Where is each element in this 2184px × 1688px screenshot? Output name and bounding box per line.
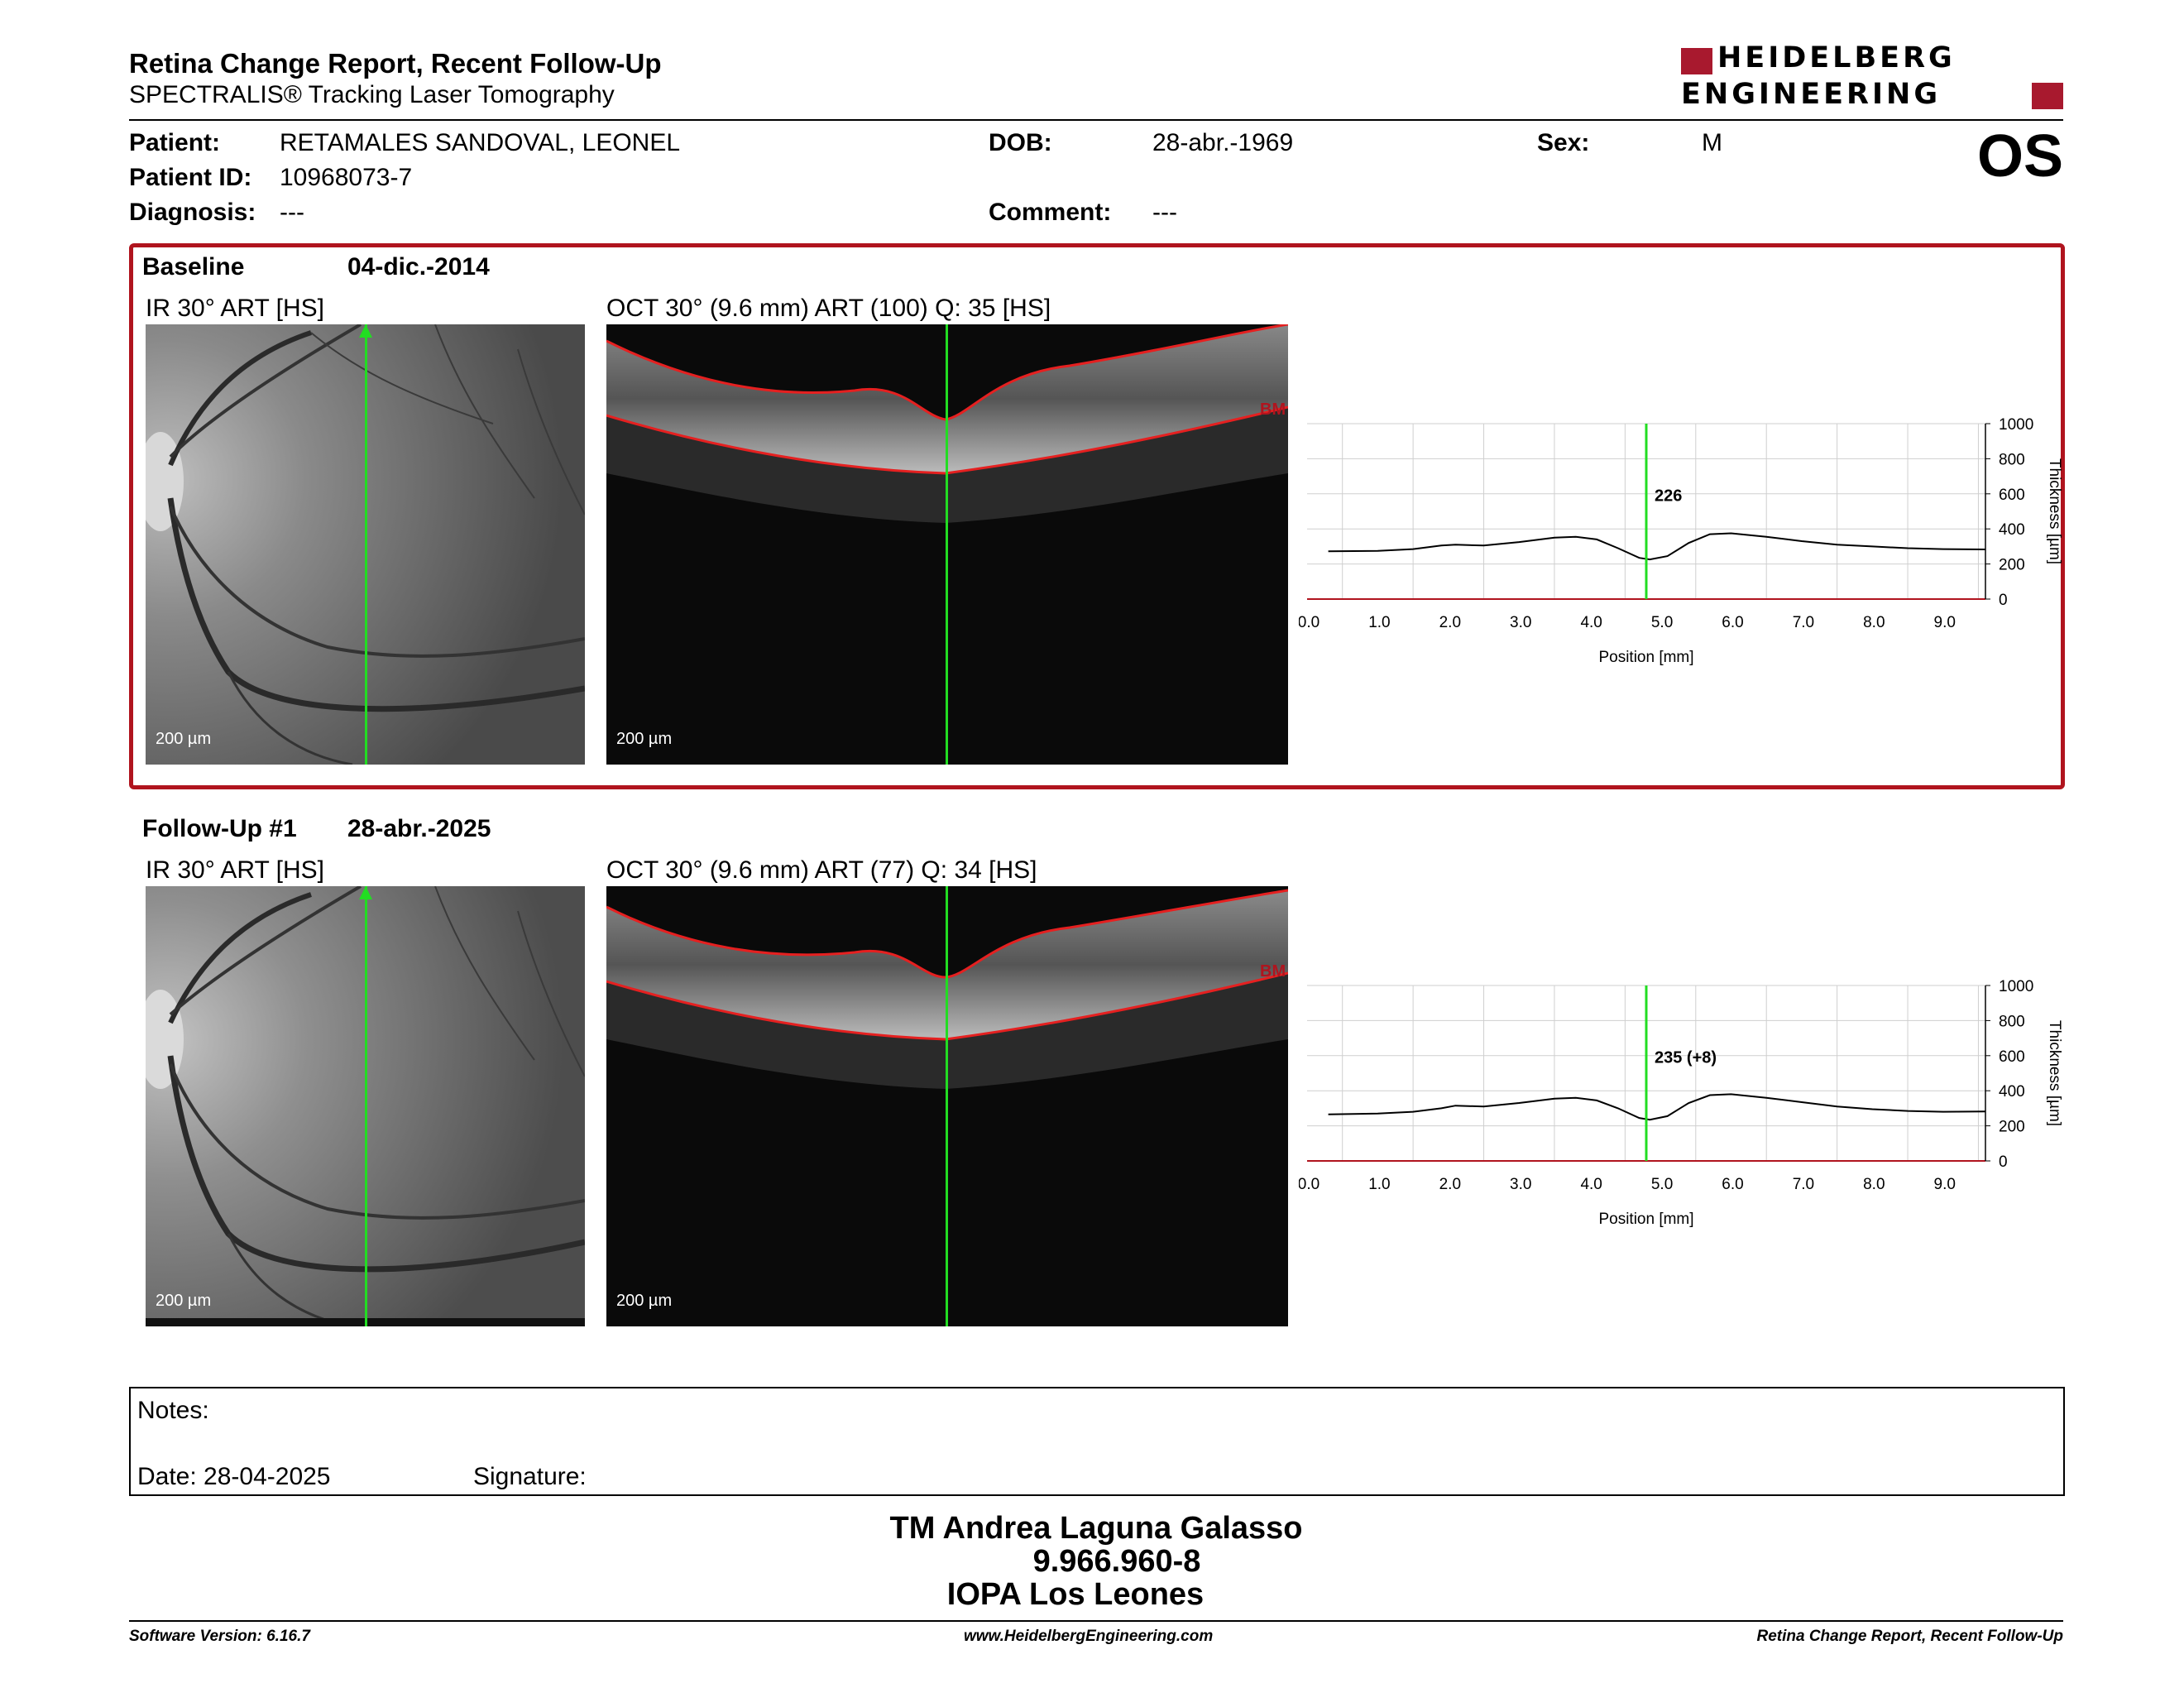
diagnosis-label: Diagnosis: <box>129 199 256 226</box>
x-tick-label: 4.0 <box>1580 1176 1602 1193</box>
sex-label: Sex: <box>1537 129 1590 156</box>
signer-name: TM Andrea Laguna Galasso <box>889 1511 1303 1546</box>
thickness-series-line <box>1328 532 1986 561</box>
y-tick-label: 1000 <box>1999 978 2033 995</box>
baseline-title: Baseline <box>142 253 245 281</box>
x-tick-label: 7.0 <box>1793 1176 1814 1193</box>
x-tick-label: 8.0 <box>1863 1176 1885 1193</box>
oct-scan-line <box>946 886 948 1326</box>
website-link[interactable]: www.HeidelbergEngineering.com <box>964 1628 1214 1645</box>
signer-org: IOPA Los Leones <box>946 1577 1205 1612</box>
baseline-oct-scale: 200 µm <box>616 730 673 748</box>
y-tick-label: 800 <box>1999 451 2025 468</box>
notes-label: Notes: <box>137 1397 209 1424</box>
x-tick-label: 6.0 <box>1722 614 1743 631</box>
patient-name: RETAMALES SANDOVAL, LEONEL <box>280 129 681 156</box>
heidelberg-logo: HEIDELBERG ENGINEERING <box>1681 41 2063 116</box>
baseline-date: 04-dic.-2014 <box>347 253 490 281</box>
x-tick-label: 9.0 <box>1934 1176 1956 1193</box>
footer-report-name: Retina Change Report, Recent Follow-Up <box>1756 1628 2063 1645</box>
patient-label: Patient: <box>129 129 221 156</box>
thickness-value-label: 226 <box>1655 487 1682 505</box>
baseline-oct-image: BM 200 µm <box>606 324 1288 765</box>
scan-arrow-icon <box>359 886 372 899</box>
dob-value: 28-abr.-1969 <box>1152 129 1294 156</box>
y-tick-label: 600 <box>1999 487 2025 504</box>
report-subtitle: SPECTRALIS® Tracking Laser Tomography <box>129 81 615 108</box>
y-tick-label: 400 <box>1999 521 2025 539</box>
diagnosis-value: --- <box>280 199 304 226</box>
header-divider <box>129 119 2063 121</box>
scan-line <box>365 324 367 765</box>
y-tick-label: 0 <box>1999 1153 2008 1171</box>
report-title: Retina Change Report, Recent Follow-Up <box>129 48 662 79</box>
followup-ir-scale: 200 µm <box>156 1292 212 1310</box>
patient-id-label: Patient ID: <box>129 164 252 191</box>
y-tick-label: 1000 <box>1999 416 2033 434</box>
oct-scan-line <box>946 324 948 765</box>
scan-line <box>365 886 367 1326</box>
x-tick-label: 0.0 <box>1299 1176 1320 1193</box>
sex-value: M <box>1702 129 1722 156</box>
followup-thickness-chart: 0 200 400 600 800 1000 0.0 1.0 2.0 3.0 4.0 5.0 6.0 7.… <box>1299 978 2063 1228</box>
x-tick-label: 6.0 <box>1722 1176 1743 1193</box>
x-tick-label: 1.0 <box>1368 1176 1390 1193</box>
baseline-ir-caption: IR 30° ART [HS] <box>146 295 324 322</box>
baseline-oct-caption: OCT 30° (9.6 mm) ART (100) Q: 35 [HS] <box>606 295 1051 322</box>
x-tick-label: 5.0 <box>1651 1176 1673 1193</box>
y-tick-label: 200 <box>1999 1119 2025 1136</box>
x-tick-label: 2.0 <box>1439 1176 1461 1193</box>
x-tick-label: 3.0 <box>1510 614 1531 631</box>
bm-label: BM <box>1260 962 1286 981</box>
followup-date: 28-abr.-2025 <box>347 815 491 842</box>
y-tick-label: 0 <box>1999 592 2008 609</box>
x-tick-label: 9.0 <box>1934 614 1956 631</box>
baseline-thickness-chart: 0 200 400 600 800 1000 0.0 1.0 2.0 3.0 4.0 5.0 6.0 7.… <box>1299 416 2063 666</box>
x-tick-label: 1.0 <box>1368 614 1390 631</box>
y-tick-label: 200 <box>1999 557 2025 574</box>
x-tick-label: 3.0 <box>1510 1176 1531 1193</box>
y-axis-label: Thickness [µm] <box>2046 1020 2063 1126</box>
scan-arrow-icon <box>359 324 372 338</box>
notes-box: Notes: Date: 28-04-2025 Signature: <box>129 1387 2065 1496</box>
x-tick-label: 5.0 <box>1651 614 1673 631</box>
software-version: Software Version: 6.16.7 <box>129 1628 310 1645</box>
baseline-ir-scale: 200 µm <box>156 730 212 748</box>
x-axis-label: Position [mm] <box>1598 1211 1693 1228</box>
thickness-series-line <box>1328 1093 1986 1121</box>
x-tick-label: 0.0 <box>1299 614 1320 631</box>
bm-label: BM <box>1260 400 1286 419</box>
comment-value: --- <box>1152 199 1177 226</box>
eye-indicator: OS <box>1977 123 2064 189</box>
x-tick-label: 8.0 <box>1863 614 1885 631</box>
y-tick-label: 400 <box>1999 1083 2025 1101</box>
x-tick-label: 7.0 <box>1793 614 1814 631</box>
followup-oct-scale: 200 µm <box>616 1292 673 1310</box>
followup-ir-image: 200 µm <box>146 886 585 1326</box>
comment-label: Comment: <box>989 199 1112 226</box>
x-axis-label: Position [mm] <box>1598 649 1693 666</box>
followup-oct-caption: OCT 30° (9.6 mm) ART (77) Q: 34 [HS] <box>606 856 1037 884</box>
x-tick-label: 4.0 <box>1580 614 1602 631</box>
footer-divider <box>129 1620 2063 1622</box>
baseline-frame <box>129 243 2065 789</box>
dob-label: DOB: <box>989 129 1052 156</box>
y-tick-label: 600 <box>1999 1048 2025 1066</box>
y-axis-label: Thickness [µm] <box>2046 458 2063 564</box>
y-tick-label: 800 <box>1999 1013 2025 1030</box>
followup-oct-image: BM 200 µm <box>606 886 1288 1326</box>
notes-date: Date: 28-04-2025 <box>137 1463 331 1490</box>
x-tick-label: 2.0 <box>1439 614 1461 631</box>
followup-title: Follow-Up #1 <box>142 815 297 842</box>
patient-id-value: 10968073-7 <box>280 164 413 191</box>
baseline-ir-image: 200 µm <box>146 324 585 765</box>
thickness-value-label: 235 (+8) <box>1655 1048 1717 1067</box>
followup-ir-caption: IR 30° ART [HS] <box>146 856 324 884</box>
signer-id: 9.966.960-8 <box>1032 1544 1201 1579</box>
signature-label: Signature: <box>473 1463 587 1490</box>
